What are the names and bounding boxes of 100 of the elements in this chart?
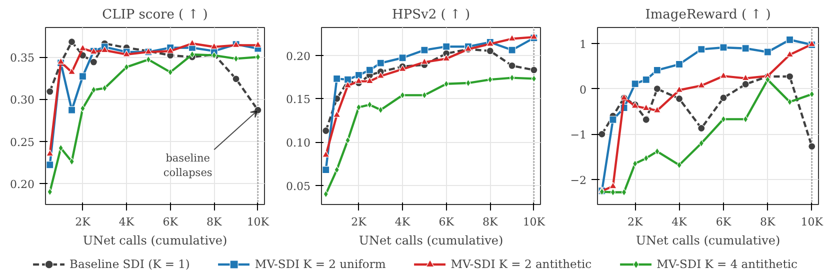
x-tick-label: 8K xyxy=(206,216,223,228)
point xyxy=(809,90,815,98)
point xyxy=(698,139,704,148)
point xyxy=(78,44,87,51)
point xyxy=(166,46,174,54)
y-tick-label: 0.35 xyxy=(10,52,35,64)
point xyxy=(698,124,706,132)
point xyxy=(376,59,384,67)
point xyxy=(720,94,728,102)
point xyxy=(90,58,98,66)
legend-label: MV-SDI K = 2 uniform xyxy=(254,257,386,271)
point xyxy=(609,116,617,124)
point xyxy=(366,76,374,84)
point xyxy=(632,160,638,168)
point xyxy=(124,63,130,71)
point xyxy=(486,47,494,55)
x-tick-label: 6K xyxy=(162,216,179,228)
point xyxy=(530,66,538,74)
point xyxy=(720,72,728,78)
point xyxy=(643,154,649,162)
point xyxy=(420,58,428,65)
point xyxy=(442,42,450,50)
x-axis-title: UNet calls (cumulative) xyxy=(82,234,228,248)
point xyxy=(68,68,76,74)
point xyxy=(742,115,748,123)
point xyxy=(742,44,750,52)
point xyxy=(46,150,54,156)
x-tick-label: 10K xyxy=(522,216,546,228)
point xyxy=(322,166,330,174)
legend-label: MV-SDI K = 2 antithetic xyxy=(450,257,592,271)
point xyxy=(609,182,617,189)
point xyxy=(46,88,54,96)
point xyxy=(720,44,728,52)
point xyxy=(378,106,384,114)
y-tick-label: 0.05 xyxy=(286,180,311,193)
point xyxy=(322,126,330,135)
x-tick-label: 4K xyxy=(118,216,135,228)
y-tick-label: 0.15 xyxy=(286,93,311,106)
point xyxy=(344,81,352,88)
point xyxy=(698,45,706,54)
point xyxy=(531,74,537,82)
point xyxy=(621,188,627,196)
point xyxy=(653,106,661,113)
point xyxy=(508,46,516,54)
point xyxy=(764,48,772,56)
point xyxy=(57,58,65,64)
point xyxy=(210,42,218,50)
point xyxy=(653,84,661,93)
point xyxy=(422,91,428,99)
point xyxy=(420,46,428,54)
y-tick-label: 0.10 xyxy=(286,136,311,150)
point xyxy=(233,54,239,62)
point xyxy=(642,104,650,111)
point xyxy=(376,72,384,78)
point xyxy=(47,188,53,196)
point xyxy=(68,38,76,46)
point xyxy=(487,76,493,84)
y-tick-label: 0.30 xyxy=(10,94,35,107)
x-tick-label: 6K xyxy=(716,216,732,228)
point xyxy=(742,74,750,81)
point xyxy=(642,76,650,84)
point xyxy=(46,161,54,169)
point xyxy=(508,34,516,42)
point xyxy=(68,106,76,114)
x-tick-label: 2K xyxy=(351,216,368,228)
point xyxy=(530,32,538,40)
point xyxy=(786,72,794,80)
point xyxy=(631,80,639,88)
point xyxy=(742,80,750,88)
point xyxy=(232,75,240,83)
point xyxy=(323,190,329,198)
point xyxy=(100,46,108,53)
legend-label: Baseline SDI (K = 1) xyxy=(70,257,190,271)
point xyxy=(675,60,684,68)
y-tick-label: −2 xyxy=(570,174,587,188)
point xyxy=(333,110,341,118)
point xyxy=(720,115,726,123)
x-tick-label: 2K xyxy=(75,216,92,228)
point xyxy=(786,36,794,44)
point xyxy=(333,74,341,82)
point xyxy=(786,50,794,58)
point xyxy=(354,76,363,84)
point xyxy=(78,72,87,80)
point xyxy=(354,71,363,80)
chart-title: ImageReward ( ↑ ) xyxy=(645,8,771,22)
point xyxy=(322,150,330,158)
point xyxy=(254,40,262,48)
point xyxy=(675,94,684,103)
point xyxy=(675,86,684,92)
point xyxy=(400,91,406,99)
point xyxy=(255,53,261,61)
point xyxy=(508,62,516,70)
annotation: baseline collapses xyxy=(163,152,212,179)
x-tick-label: 8K xyxy=(760,216,776,228)
point xyxy=(188,39,196,46)
x-tick-label: 6K xyxy=(438,216,455,228)
y-tick-label: 0.20 xyxy=(286,50,311,63)
point xyxy=(698,81,706,88)
point xyxy=(653,66,661,74)
x-axis-title: UNet calls (cumulative) xyxy=(636,234,780,248)
